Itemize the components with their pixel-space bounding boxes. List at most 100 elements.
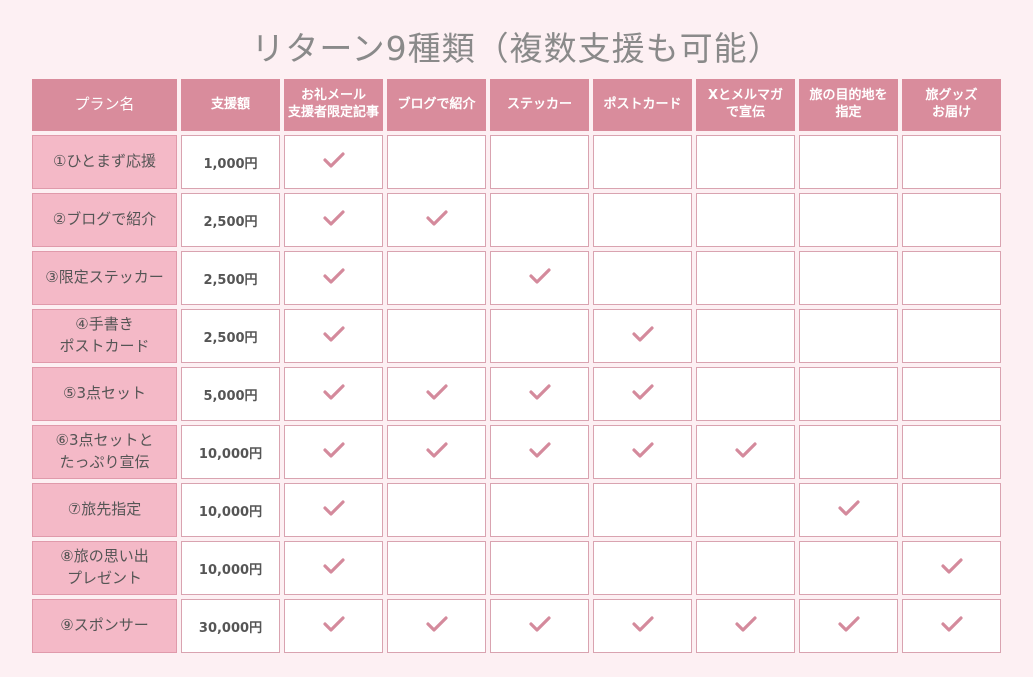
feature-cell <box>696 599 795 653</box>
feature-cell <box>387 367 486 421</box>
price-cell: 10,000円 <box>181 541 280 595</box>
feature-cell <box>799 425 898 479</box>
feature-cell <box>799 367 898 421</box>
checkmark-icon <box>528 615 551 637</box>
feature-cell <box>490 309 589 363</box>
price-cell: 1,000円 <box>181 135 280 189</box>
column-header: Xとメルマガ で宣伝 <box>696 79 795 131</box>
checkmark-icon <box>425 615 448 637</box>
feature-cell <box>799 541 898 595</box>
feature-cell <box>490 483 589 537</box>
checkmark-icon <box>322 209 345 231</box>
column-header: ブログで紹介 <box>387 79 486 131</box>
feature-cell <box>387 425 486 479</box>
column-header: 支援額 <box>181 79 280 131</box>
checkmark-icon <box>425 383 448 405</box>
feature-cell <box>799 599 898 653</box>
column-header: 旅の目的地を 指定 <box>799 79 898 131</box>
feature-cell <box>593 135 692 189</box>
checkmark-icon <box>322 325 345 347</box>
feature-cell <box>696 425 795 479</box>
feature-cell <box>284 599 383 653</box>
feature-cell <box>799 135 898 189</box>
feature-cell <box>490 425 589 479</box>
feature-cell <box>490 541 589 595</box>
price-cell: 10,000円 <box>181 483 280 537</box>
feature-cell <box>696 193 795 247</box>
price: 30,000円 <box>198 620 263 636</box>
feature-cell <box>284 135 383 189</box>
checkmark-icon <box>837 499 860 521</box>
feature-cell <box>593 309 692 363</box>
feature-cell <box>902 367 1001 421</box>
feature-cell <box>593 483 692 537</box>
feature-cell <box>387 193 486 247</box>
column-header: 旅グッズ お届け <box>902 79 1001 131</box>
checkmark-icon <box>322 499 345 521</box>
plan-name: ⑤3点セット <box>32 367 177 421</box>
feature-cell <box>593 425 692 479</box>
price: 5,000円 <box>203 388 258 404</box>
column-header: プラン名 <box>32 79 177 131</box>
feature-cell <box>284 193 383 247</box>
checkmark-icon <box>631 441 654 463</box>
feature-cell <box>593 599 692 653</box>
checkmark-icon <box>528 383 551 405</box>
price-cell: 2,500円 <box>181 309 280 363</box>
feature-cell <box>902 193 1001 247</box>
price-cell: 30,000円 <box>181 599 280 653</box>
feature-cell <box>902 251 1001 305</box>
feature-cell <box>696 483 795 537</box>
plan-name: ⑨スポンサー <box>32 599 177 653</box>
feature-cell <box>902 599 1001 653</box>
checkmark-icon <box>425 441 448 463</box>
feature-cell <box>490 367 589 421</box>
plan-name: ⑦旅先指定 <box>32 483 177 537</box>
price-cell: 5,000円 <box>181 367 280 421</box>
feature-cell <box>799 251 898 305</box>
feature-cell <box>387 135 486 189</box>
price-cell: 2,500円 <box>181 251 280 305</box>
feature-cell <box>902 541 1001 595</box>
feature-cell <box>387 251 486 305</box>
checkmark-icon <box>322 615 345 637</box>
checkmark-icon <box>528 441 551 463</box>
feature-cell <box>696 251 795 305</box>
price: 10,000円 <box>198 446 263 462</box>
feature-cell <box>902 425 1001 479</box>
checkmark-icon <box>631 383 654 405</box>
feature-cell <box>902 483 1001 537</box>
price: 1,000円 <box>203 156 258 172</box>
feature-cell <box>799 309 898 363</box>
feature-cell <box>696 309 795 363</box>
column-header: ステッカー <box>490 79 589 131</box>
column-header: お礼メール 支援者限定記事 <box>284 79 383 131</box>
price: 2,500円 <box>203 330 258 346</box>
checkmark-icon <box>322 557 345 579</box>
plan-name: ①ひとまず応援 <box>32 135 177 189</box>
feature-cell <box>593 367 692 421</box>
feature-cell <box>284 483 383 537</box>
checkmark-icon <box>425 209 448 231</box>
feature-cell <box>387 309 486 363</box>
checkmark-icon <box>734 441 757 463</box>
plan-name: ②ブログで紹介 <box>32 193 177 247</box>
feature-cell <box>284 367 383 421</box>
feature-cell <box>284 309 383 363</box>
checkmark-icon <box>528 267 551 289</box>
feature-cell <box>799 193 898 247</box>
price-cell: 2,500円 <box>181 193 280 247</box>
checkmark-icon <box>631 325 654 347</box>
feature-cell <box>593 541 692 595</box>
feature-cell <box>490 599 589 653</box>
plan-name: ⑥3点セットと たっぷり宣伝 <box>32 425 177 479</box>
feature-cell <box>696 367 795 421</box>
feature-cell <box>902 135 1001 189</box>
checkmark-icon <box>322 441 345 463</box>
feature-cell <box>696 541 795 595</box>
price: 10,000円 <box>198 562 263 578</box>
price: 2,500円 <box>203 272 258 288</box>
feature-cell <box>593 193 692 247</box>
feature-cell <box>593 251 692 305</box>
plan-name: ④手書き ポストカード <box>32 309 177 363</box>
